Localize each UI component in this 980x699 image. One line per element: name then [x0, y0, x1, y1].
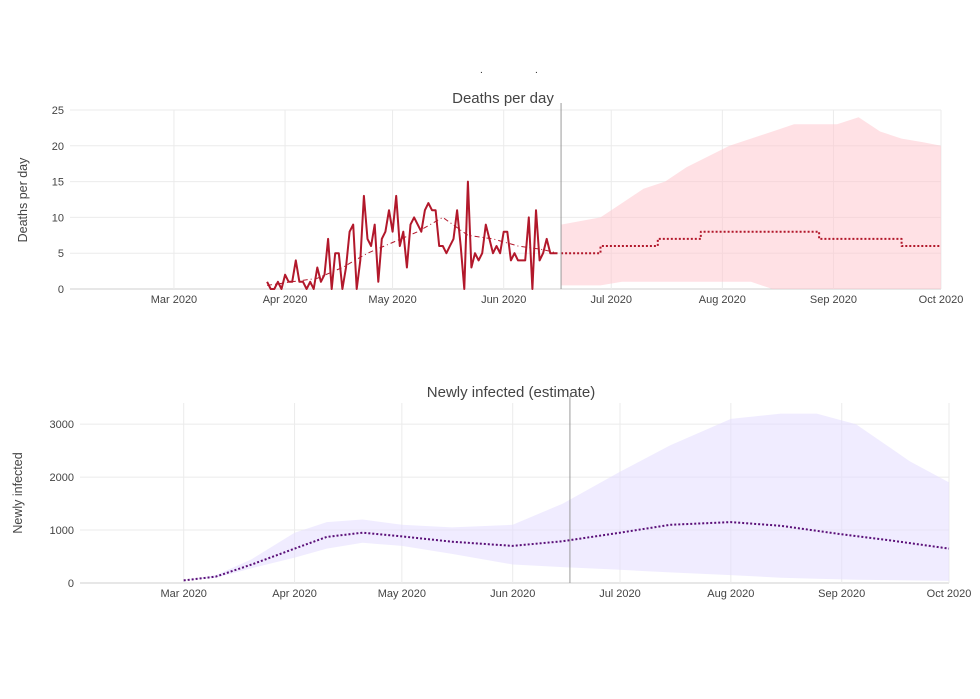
infected-x-tick: Jun 2020 — [490, 588, 535, 600]
infected-y-tick: 3000 — [50, 419, 74, 431]
deaths-chart: Deaths per day Deaths per day 0 5 10 15 20 25… — [16, 90, 963, 306]
deaths-y-tick: 5 — [58, 248, 64, 260]
infected-x-tick: Sep 2020 — [818, 588, 865, 600]
deaths-x-tick: May 2020 — [368, 294, 416, 306]
deaths-y-axis-label: Deaths per day — [16, 157, 30, 243]
infected-y-tick: 0 — [68, 578, 74, 590]
deaths-observed-line — [266, 180, 558, 290]
deaths-x-tick: Oct 2020 — [919, 294, 964, 306]
infected-y-axis-label: Newly infected — [11, 452, 25, 533]
infected-uncertainty-band — [183, 413, 949, 581]
deaths-x-tick: Jul 2020 — [590, 294, 632, 306]
infected-x-tick: Aug 2020 — [707, 588, 754, 600]
deaths-y-tick: 20 — [52, 141, 64, 153]
deaths-tick-layer: 0 5 10 15 20 25 Mar 2020 Apr 2020 May 2020 Jun 20… — [52, 105, 964, 306]
deaths-x-tick: Mar 2020 — [151, 294, 197, 306]
deaths-y-tick: 15 — [52, 177, 64, 189]
infected-projection-line — [183, 521, 950, 582]
top-mark-1: . — [480, 65, 483, 76]
deaths-x-tick: Apr 2020 — [263, 294, 308, 306]
deaths-smoothed-line — [267, 216, 558, 286]
deaths-chart-title: Deaths per day — [452, 90, 554, 107]
infected-x-tick: May 2020 — [378, 588, 426, 600]
infected-y-tick: 1000 — [50, 525, 74, 537]
infected-x-tick: Jul 2020 — [599, 588, 641, 600]
deaths-x-tick: Jun 2020 — [481, 294, 526, 306]
infected-band-layer — [183, 413, 949, 581]
infected-line-layer — [183, 396, 950, 583]
deaths-y-tick: 10 — [52, 212, 64, 224]
deaths-x-tick: Aug 2020 — [699, 294, 746, 306]
infected-x-tick: Oct 2020 — [927, 588, 972, 600]
infected-tick-layer: 0 1000 2000 3000 Mar 2020 Apr 2020 May 2020 Jun… — [50, 419, 972, 600]
deaths-y-tick: 25 — [52, 105, 64, 117]
infected-x-tick: Apr 2020 — [272, 588, 317, 600]
deaths-band-layer — [561, 117, 941, 289]
deaths-projection-line — [561, 230, 941, 255]
top-mark-2: . — [535, 65, 538, 76]
infected-x-tick: Mar 2020 — [160, 588, 206, 600]
deaths-line-layer — [266, 103, 941, 290]
deaths-uncertainty-band — [561, 117, 941, 289]
infected-chart-title: Newly infected (estimate) — [427, 384, 595, 401]
infected-y-tick: 2000 — [50, 472, 74, 484]
deaths-y-tick: 0 — [58, 284, 64, 296]
deaths-x-tick: Sep 2020 — [810, 294, 857, 306]
infected-chart: Newly infected (estimate) Newly infected… — [11, 384, 971, 600]
